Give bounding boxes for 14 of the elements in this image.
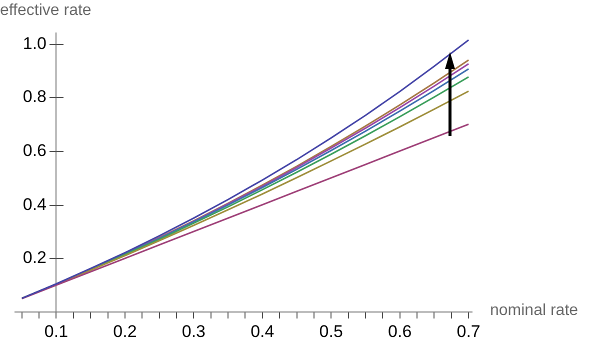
x-axis-title: nominal rate bbox=[490, 302, 578, 320]
y-tick-label: 0.6 bbox=[22, 141, 46, 160]
x-tick-label: 0.4 bbox=[250, 322, 274, 341]
y-tick-label: 0.8 bbox=[22, 87, 46, 106]
x-tick-label: 0.3 bbox=[182, 322, 206, 341]
x-tick-label: 0.1 bbox=[44, 322, 68, 341]
x-tick-label: 0.5 bbox=[319, 322, 343, 341]
x-tick-label: 0.6 bbox=[388, 322, 412, 341]
y-tick-label: 0.2 bbox=[22, 248, 46, 268]
x-tick-label: 0.7 bbox=[456, 322, 480, 341]
y-axis-title: effective rate bbox=[0, 2, 92, 20]
y-tick-label: 0.4 bbox=[22, 195, 46, 214]
x-tick-label: 0.2 bbox=[113, 322, 137, 341]
y-tick-label: 1.0 bbox=[22, 34, 46, 54]
